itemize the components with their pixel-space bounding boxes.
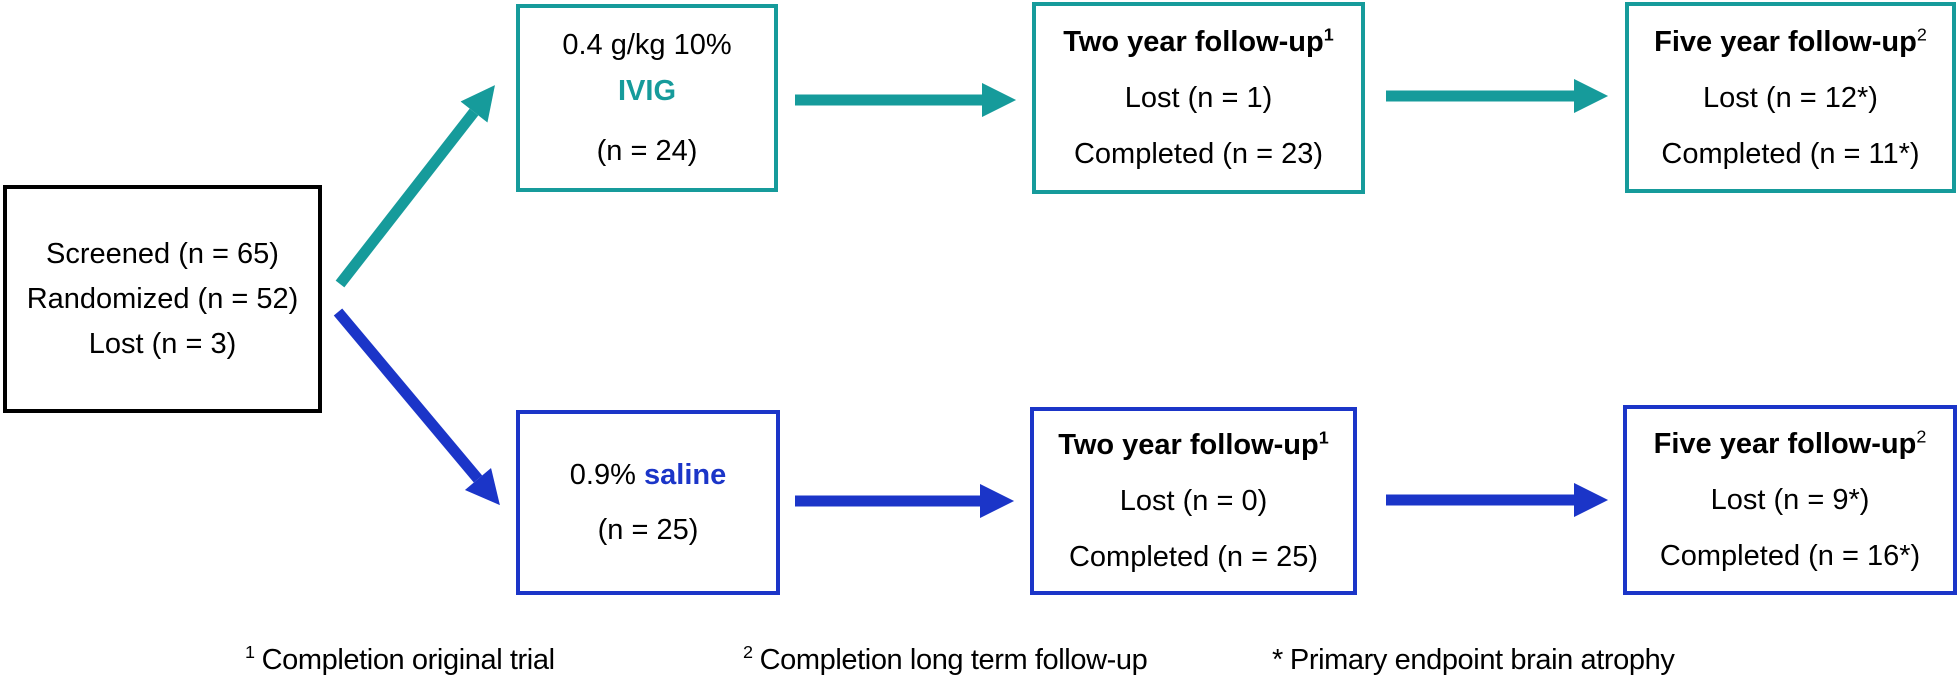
ivig-two-year-completed: Completed (n = 23) [1073,138,1324,170]
saline-n: (n = 25) [597,513,699,546]
ivig-five-year-lost: Lost (n = 12*) [1703,81,1878,114]
saline-five-year-footnote-marker: 2 [1916,426,1927,447]
footnote-primary-endpoint: * Primary endpoint brain atrophy [1272,644,1675,677]
saline-two-year-lost: Lost (n = 0) [1119,485,1268,517]
ivig-five-year-title-text: Five year follow-up [1654,25,1917,58]
footnote-asterisk-marker: * [1272,644,1283,676]
ivig-drug-label: IVIG [617,75,676,107]
lost-count: Lost (n = 3) [88,327,237,360]
saline-five-year-lost: Lost (n = 9*) [1710,484,1870,516]
saline-two-year-box: Two year follow-up1 Lost (n = 0) Complet… [1030,407,1357,595]
ivig-branch-arrow [335,85,495,288]
saline-dose-line: 0.9% saline [570,448,726,503]
ivig-five-year-completed: Completed (n = 11*) [1661,137,1920,170]
saline-drug-label: saline [644,458,727,491]
saline-dose: 0.9% [569,458,636,491]
ivig-two-year-box: Two year follow-up1 Lost (n = 1) Complet… [1032,2,1365,194]
ivig-two-year-title-text: Two year follow-up [1063,26,1324,58]
saline-five-year-title: Five year follow-up2 [1654,416,1927,472]
saline-allocation-box: 0.9% saline (n = 25) [516,410,780,595]
ivig-five-year-box: Five year follow-up2 Lost (n = 12*) Comp… [1625,2,1956,193]
footnote-2-marker: 2 [743,642,753,663]
ivig-two-year-lost: Lost (n = 1) [1124,82,1273,114]
saline-two-year-title-text: Two year follow-up [1058,429,1319,461]
screening-box: Screened (n = 65) Randomized (n = 52) Lo… [3,185,322,413]
ivig-two-year-footnote-marker: 1 [1323,24,1334,45]
saline-five-year-title-text: Five year follow-up [1653,428,1917,460]
ivig-allocation-box: 0.4 g/kg 10% IVIG (n = 24) [516,4,778,192]
screened-count: Screened (n = 65) [46,237,279,270]
footnote-1-text: Completion original trial [261,644,555,676]
randomized-count: Randomized (n = 52) [26,282,299,315]
footnote-1-marker: 1 [245,642,255,663]
footnote-asterisk-text: Primary endpoint brain atrophy [1289,644,1675,676]
ivig-five-year-footnote-marker: 2 [1916,23,1927,44]
ivig-n: (n = 24) [596,135,698,167]
ivig-five-year-title: Five year follow-up2 [1654,14,1927,70]
ivig-dose: 0.4 g/kg 10% [562,29,732,61]
saline-five-year-box: Five year follow-up2 Lost (n = 9*) Compl… [1623,405,1957,595]
footnote-completion-long-term: 2 Completion long term follow-up [743,642,1148,677]
saline-branch-arrow [333,308,500,506]
footnote-2-text: Completion long term follow-up [759,644,1148,676]
footnote-completion-original-trial: 1 Completion original trial [245,642,555,677]
saline-two-year-title: Two year follow-up1 [1058,417,1328,473]
saline-five-year-completed: Completed (n = 16*) [1659,540,1921,572]
saline-two-year-completed: Completed (n = 25) [1068,541,1319,573]
saline-two-year-footnote-marker: 1 [1318,427,1329,448]
ivig-two-year-title: Two year follow-up1 [1063,14,1333,70]
